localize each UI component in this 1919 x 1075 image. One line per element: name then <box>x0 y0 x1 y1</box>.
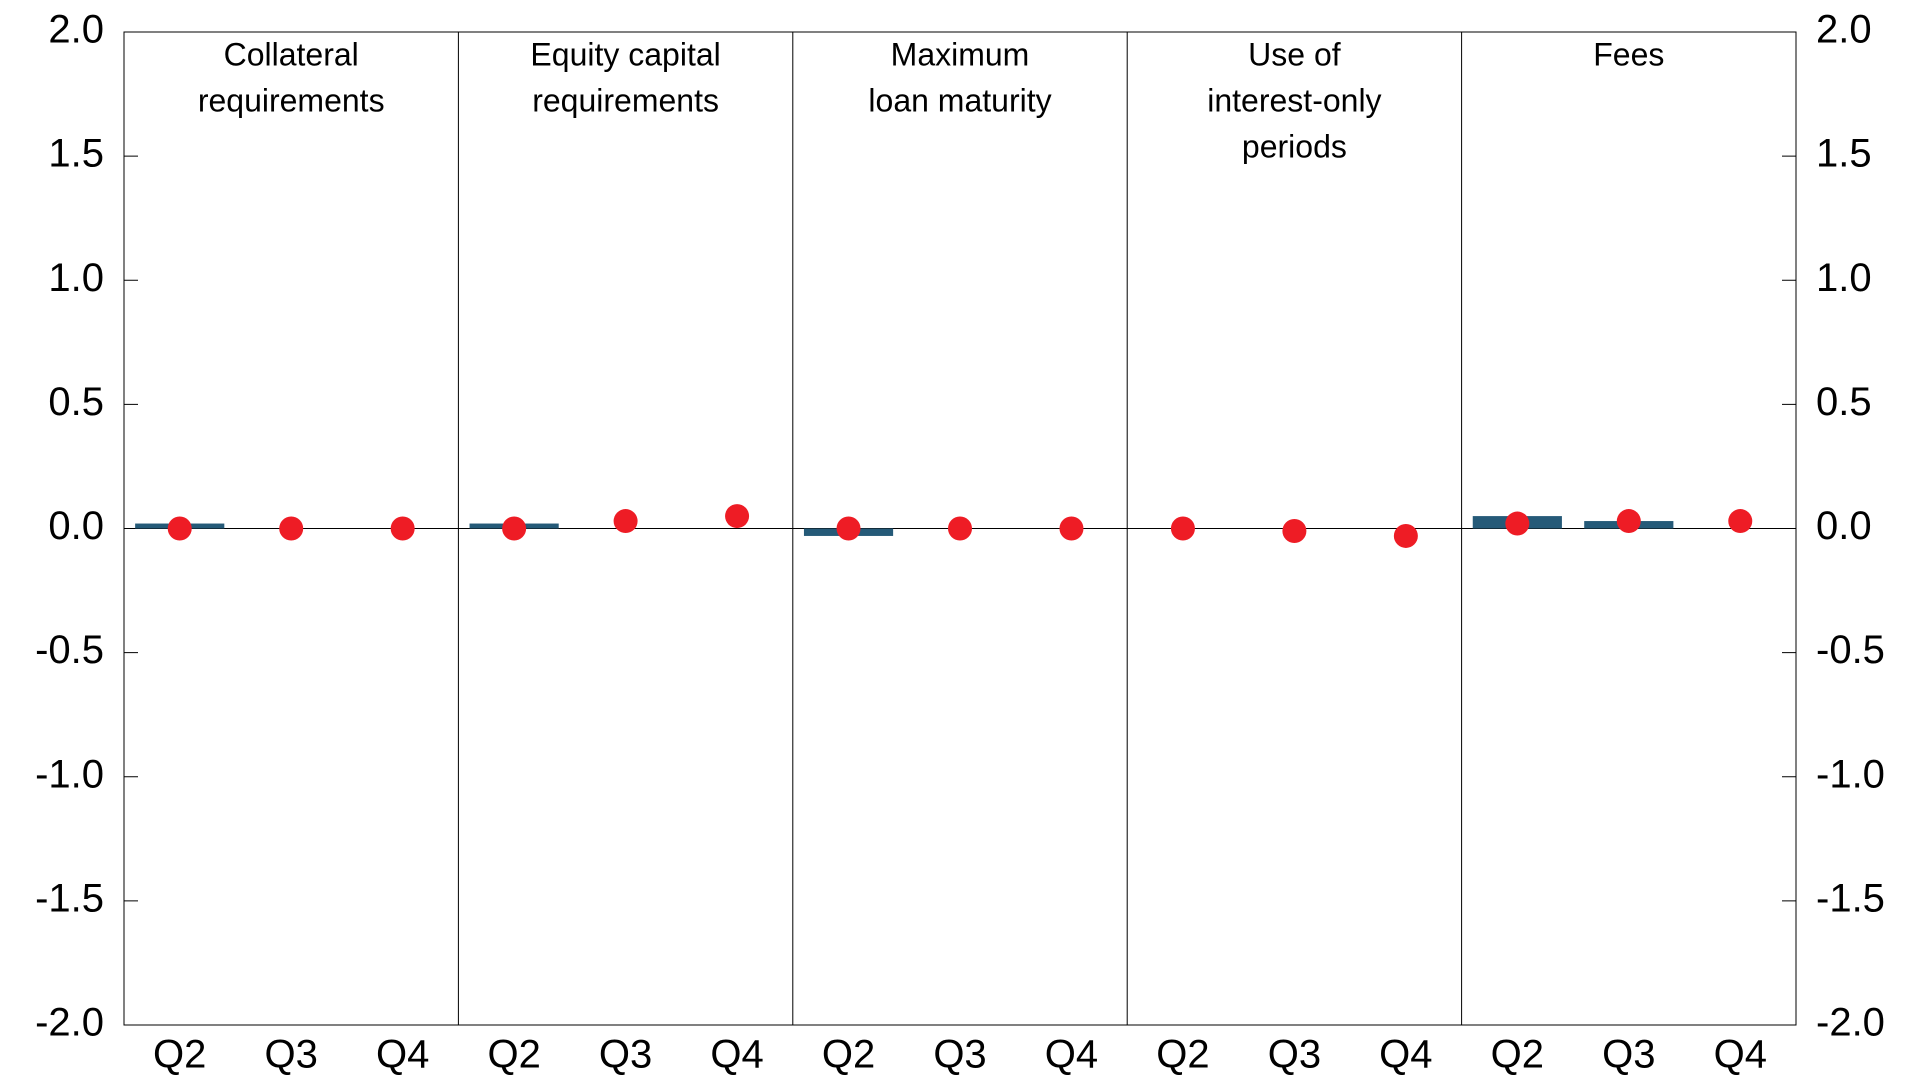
x-tick-label: Q3 <box>1602 1033 1655 1075</box>
y2-tick-label: 1.5 <box>1816 132 1872 176</box>
dot <box>1616 509 1641 534</box>
x-tick-label: Q3 <box>1268 1033 1321 1075</box>
y2-tick-label: -0.5 <box>1816 628 1885 672</box>
panel-title: interest-only <box>1207 82 1381 118</box>
y2-tick-label: 2.0 <box>1816 8 1872 52</box>
dot <box>167 516 192 541</box>
x-tick-label: Q4 <box>1379 1033 1432 1075</box>
y2-tick-label: -1.0 <box>1816 752 1885 796</box>
panel-title: requirements <box>198 82 385 118</box>
x-tick-label: Q2 <box>1491 1033 1544 1075</box>
panel-title: Fees <box>1593 36 1664 72</box>
x-tick-label: Q4 <box>710 1033 763 1075</box>
x-tick-label: Q2 <box>487 1033 540 1075</box>
x-tick-label: Q3 <box>265 1033 318 1075</box>
y2-tick-label: 0.5 <box>1816 380 1872 424</box>
y-tick-label: -0.5 <box>35 628 104 672</box>
dot <box>502 516 527 541</box>
panel-title: periods <box>1242 128 1347 164</box>
panel-title: requirements <box>532 82 719 118</box>
panel-title: Use of <box>1248 36 1341 72</box>
y2-tick-label: -1.5 <box>1816 876 1885 920</box>
dot <box>1170 516 1195 541</box>
y2-tick-label: 0.0 <box>1816 504 1872 548</box>
panel-title: loan maturity <box>868 82 1051 118</box>
y-tick-label: -1.5 <box>35 876 104 920</box>
x-tick-label: Q2 <box>1156 1033 1209 1075</box>
panel-title: Equity capital <box>530 36 720 72</box>
y-tick-label: -1.0 <box>35 752 104 796</box>
dot <box>279 516 304 541</box>
y2-tick-label: -2.0 <box>1816 1001 1885 1045</box>
x-tick-label: Q4 <box>376 1033 429 1075</box>
x-tick-label: Q2 <box>153 1033 206 1075</box>
panel-title: Maximum <box>891 36 1030 72</box>
y-tick-label: -2.0 <box>35 1001 104 1045</box>
x-tick-label: Q3 <box>933 1033 986 1075</box>
dot <box>613 509 638 534</box>
dot <box>390 516 415 541</box>
x-tick-label: Q3 <box>599 1033 652 1075</box>
x-tick-label: Q4 <box>1714 1033 1767 1075</box>
y-tick-label: 1.0 <box>48 256 104 300</box>
dot <box>1505 511 1530 536</box>
y-tick-label: 0.0 <box>48 504 104 548</box>
x-tick-label: Q4 <box>1045 1033 1098 1075</box>
y2-tick-label: 1.0 <box>1816 256 1872 300</box>
y-tick-label: 2.0 <box>48 8 104 52</box>
panel-title: Collateral <box>224 36 359 72</box>
y-tick-label: 1.5 <box>48 132 104 176</box>
x-tick-label: Q2 <box>822 1033 875 1075</box>
dot <box>836 516 861 541</box>
dot <box>948 516 972 541</box>
dot <box>1059 516 1084 541</box>
y-tick-label: 0.5 <box>48 380 104 424</box>
dot <box>1282 518 1307 543</box>
dot <box>1393 523 1418 548</box>
dot <box>725 504 750 529</box>
dot <box>1728 509 1753 534</box>
